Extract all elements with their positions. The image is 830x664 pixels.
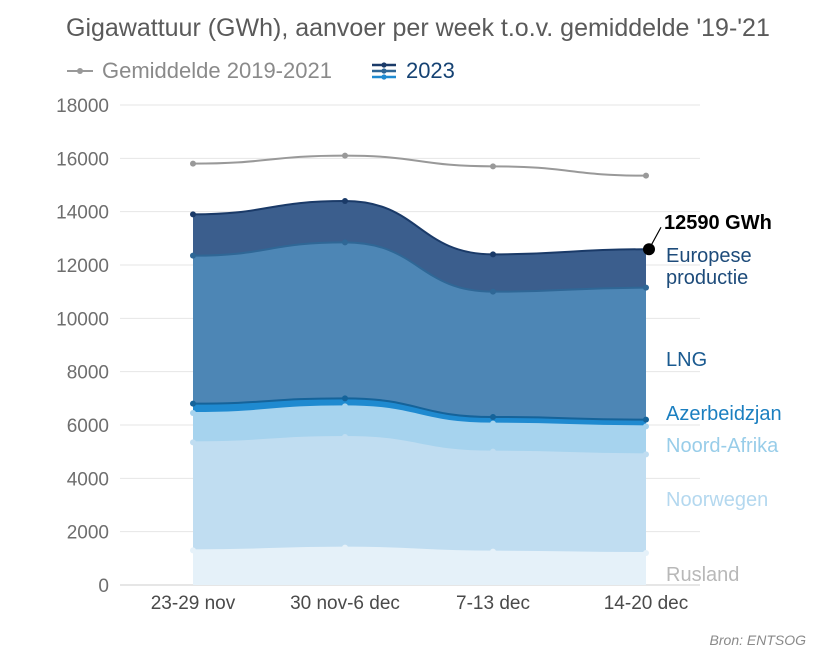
data-point — [490, 420, 496, 427]
source-note: Bron: ENTSOG — [709, 632, 806, 648]
y-tick-label: 18000 — [56, 96, 109, 117]
data-point — [342, 395, 348, 402]
x-axis-labels: 23-29 nov 30 nov-6 dec 7-13 dec 14-20 dec — [151, 593, 689, 614]
legend-average-swatch-icon — [67, 68, 93, 74]
data-point — [190, 211, 196, 218]
legend: Gemiddelde 2019-2021 2023 — [66, 56, 493, 86]
y-tick-label: 4000 — [67, 469, 109, 490]
data-point — [190, 410, 196, 416]
line-lng — [192, 241, 647, 293]
data-point — [490, 414, 496, 420]
annotation-dot — [643, 243, 655, 256]
average-line — [192, 154, 647, 177]
data-point — [190, 400, 196, 407]
x-tick-label: 14-20 dec — [604, 593, 689, 614]
y-axis-labels: 0 2000 4000 6000 8000 10000 12000 14000 16000 180… — [56, 96, 109, 597]
legend-2023-label: 2023 — [405, 58, 455, 83]
data-point — [490, 288, 496, 295]
average-point — [190, 160, 196, 167]
legend-average-label: Gemiddelde 2019-2021 — [102, 58, 332, 83]
average-point — [342, 152, 348, 159]
area-azerbeidzjan — [193, 398, 646, 427]
series-label-noorwegen: Noorwegen — [666, 489, 768, 511]
line-azerbeidzjan — [192, 397, 647, 421]
data-point — [190, 252, 196, 259]
area-europese-productie — [193, 201, 646, 292]
series-label-noord-afrika: Noord-Afrika — [666, 435, 779, 457]
x-tick-label: 23-29 nov — [151, 593, 236, 614]
data-point — [190, 547, 196, 554]
data-point — [643, 550, 649, 556]
area-noord-afrika — [193, 406, 646, 455]
data-point — [490, 448, 496, 455]
chart-title: Gigawattuur (GWh), aanvoer per week t.o.… — [66, 14, 770, 42]
y-tick-label: 2000 — [67, 523, 109, 544]
data-point — [342, 544, 348, 551]
legend-2023-swatch-icon — [371, 62, 396, 80]
area-rusland — [193, 547, 646, 585]
data-point — [643, 284, 649, 291]
data-point — [342, 239, 348, 246]
series-label-azerbeidzjan: Azerbeidzjan — [666, 403, 782, 425]
legend-item-average[interactable]: Gemiddelde 2019-2021 — [66, 58, 332, 84]
line-europese-productie — [192, 199, 647, 256]
y-tick-label: 14000 — [56, 203, 109, 224]
series-label-europese-productie: Europese — [666, 245, 752, 267]
average-point — [643, 172, 649, 179]
data-point — [643, 423, 649, 430]
line-rusland — [192, 546, 647, 554]
line-noorwegen — [192, 435, 647, 456]
data-point — [490, 548, 496, 555]
y-tick-label: 6000 — [67, 416, 109, 437]
x-tick-label: 30 nov-6 dec — [290, 593, 400, 614]
data-point — [342, 434, 348, 440]
annotation: 12590 GWh — [643, 212, 772, 256]
y-tick-label: 8000 — [67, 363, 109, 384]
y-tick-label: 0 — [98, 576, 109, 597]
series-label-europese-productie: productie — [666, 267, 748, 289]
area-lng — [193, 242, 646, 420]
series-labels: Rusland Noorwegen Noord-Afrika Azerbeidzjan… — [666, 245, 782, 586]
x-tick-label: 7-13 dec — [456, 593, 530, 614]
series-lines — [192, 154, 647, 554]
line-noord-afrika — [192, 405, 647, 428]
stacked-areas — [193, 201, 646, 585]
y-tick-label: 10000 — [56, 309, 109, 330]
average-point — [490, 163, 496, 170]
annotation-label: 12590 GWh — [664, 212, 772, 234]
legend-item-2023[interactable]: 2023 — [370, 58, 455, 84]
series-label-lng: LNG — [666, 349, 707, 371]
data-point — [643, 451, 649, 458]
data-point — [190, 439, 196, 446]
area-noorwegen — [193, 437, 646, 553]
data-point — [490, 251, 496, 258]
data-point — [342, 403, 348, 410]
y-tick-label: 16000 — [56, 149, 109, 170]
series-points — [190, 152, 649, 556]
data-point — [643, 416, 649, 423]
y-tick-label: 12000 — [56, 256, 109, 277]
data-point — [342, 198, 348, 204]
series-label-rusland: Rusland — [666, 564, 739, 586]
